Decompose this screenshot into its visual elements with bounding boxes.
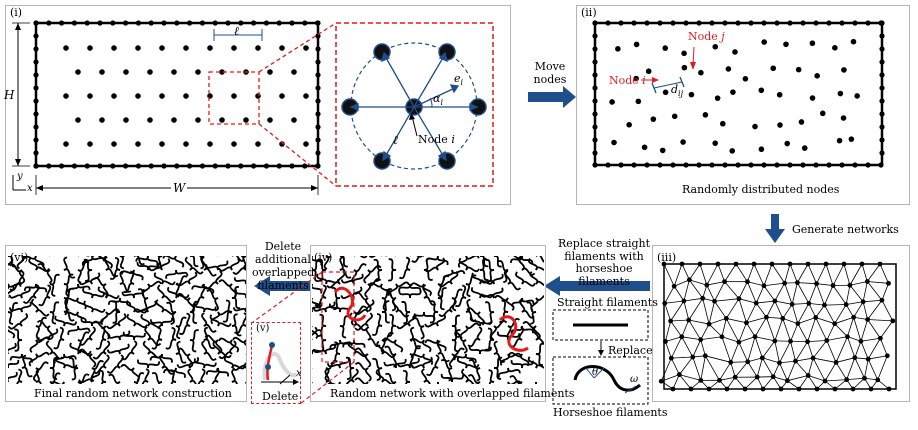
H-label: H (4, 88, 15, 102)
panel-ii-tag: (ii) (581, 6, 597, 19)
node-i-label: Node i (609, 74, 646, 87)
panel-vi (5, 245, 247, 402)
straight-filaments-label: Straight filaments (557, 296, 658, 309)
panel-iv (310, 245, 546, 402)
zoom-ei-label: ei (454, 72, 464, 88)
ell-label: ℓ (234, 24, 239, 38)
dij-label: dij (671, 83, 684, 99)
theta-label: θ (592, 367, 599, 378)
zoom-ell-label: ℓ (393, 133, 398, 147)
panel-v-caption: Delete (262, 390, 299, 403)
omega-label: ω (630, 374, 639, 385)
replace-step-label: Replace straight filaments with horsesho… (557, 237, 651, 288)
move-nodes-arrow (528, 86, 576, 108)
panel-iii-tag: (iii) (657, 251, 677, 264)
delete-step-label: Delete additional overlapped filaments (252, 240, 315, 292)
W-label: W (171, 181, 188, 195)
panel-iii (652, 245, 910, 402)
node-j-label: Node j (688, 30, 725, 43)
panel-vi-tag: (vi) (10, 251, 29, 264)
panel-iv-tag: (iv) (314, 251, 333, 264)
zoom-node-i-label: Node i (418, 133, 455, 146)
horseshoe-filaments-label: Horseshoe filaments (553, 406, 668, 419)
panel-ii (576, 5, 910, 205)
panel-iv-caption: Random network with overlapped filaments (330, 387, 575, 400)
panel-i-tag: (i) (10, 6, 23, 19)
panel-v-tag: (v) (256, 323, 270, 334)
zoom-alpha-label: αi (433, 92, 443, 108)
panel-vi-caption: Final random network construction (34, 387, 232, 400)
replace-label: Replace (608, 344, 653, 357)
panel-ii-caption: Randomly distributed nodes (682, 183, 840, 196)
generate-networks-arrow (765, 214, 785, 243)
panel-v-x: x (296, 368, 302, 379)
y-axis-label: y (17, 171, 23, 182)
x-axis-label: x (27, 183, 33, 194)
move-nodes-label: Move nodes (533, 60, 567, 86)
horseshoe-filament (245, 294, 246, 299)
generate-networks-label: Generate networks (792, 223, 899, 236)
